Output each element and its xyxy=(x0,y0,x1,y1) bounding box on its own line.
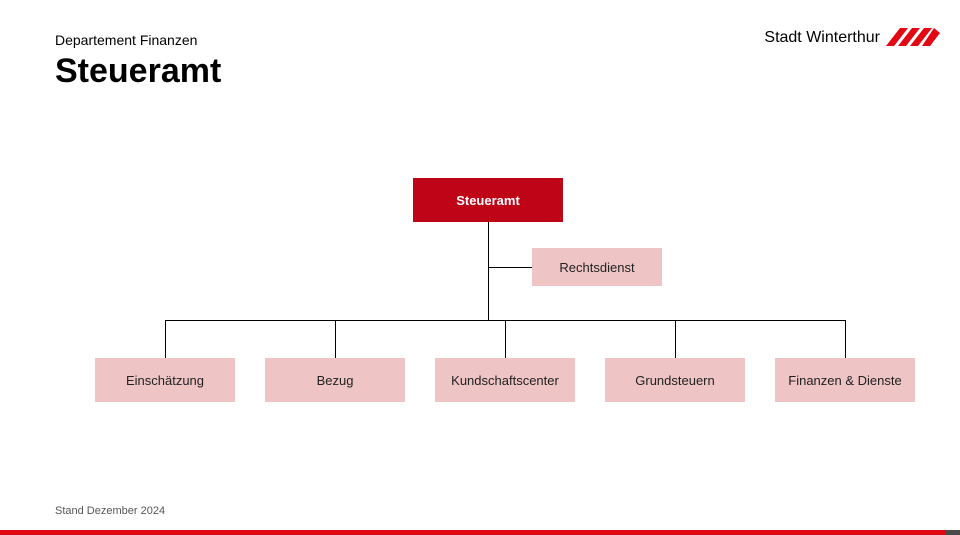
footer-date: Stand Dezember 2024 xyxy=(55,505,165,517)
connector-drop-1 xyxy=(335,320,336,358)
footer-bar-red xyxy=(0,530,945,535)
org-child-2: Kundschaftscenter xyxy=(435,358,575,402)
brand-logo-icon xyxy=(886,24,940,52)
footer-bar-dark xyxy=(945,530,960,535)
header-subtitle: Departement Finanzen xyxy=(55,32,197,48)
brand-text: Stadt Winterthur xyxy=(764,29,880,47)
page: Departement Finanzen Steueramt Stadt Win… xyxy=(0,0,960,535)
connector-drop-2 xyxy=(505,320,506,358)
org-child-4: Finanzen & Dienste xyxy=(775,358,915,402)
header-title: Steueramt xyxy=(55,52,221,91)
org-staff: Rechtsdienst xyxy=(532,248,662,286)
footer-bar xyxy=(0,530,960,535)
connector-drop-3 xyxy=(675,320,676,358)
connector-drop-4 xyxy=(845,320,846,358)
connector-drop-0 xyxy=(165,320,166,358)
org-child-0: Einschätzung xyxy=(95,358,235,402)
brand: Stadt Winterthur xyxy=(764,24,940,52)
org-child-1: Bezug xyxy=(265,358,405,402)
connector-trunk xyxy=(488,222,489,320)
connector-staff xyxy=(488,267,532,268)
org-root: Steueramt xyxy=(413,178,563,222)
org-child-3: Grundsteuern xyxy=(605,358,745,402)
